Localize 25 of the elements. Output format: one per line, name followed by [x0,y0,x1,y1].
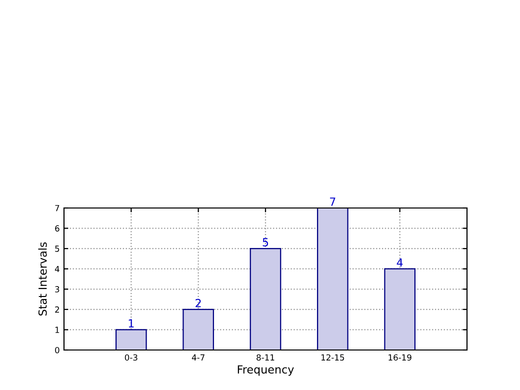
bar [317,208,348,350]
x-tick-label: 4-7 [192,354,204,360]
y-tick-label: 1 [55,326,60,333]
y-tick-label: 5 [55,246,60,252]
y-tick-label: 6 [55,225,60,232]
y-tick-label: 2 [55,306,59,313]
bar [384,268,416,350]
y-tick-label: 3 [55,286,60,292]
data-label: 7 [330,198,336,206]
data-label: 4 [396,258,403,267]
x-tick-label: 0-3 [124,354,138,361]
x-tick-label: 12-15 [321,354,344,361]
data-label: 2 [196,298,201,308]
x-axis-title: Frequency [238,365,294,376]
bar [250,248,282,350]
bar [116,329,147,350]
bar [182,308,214,350]
y-axis-title: Stat Intervals [38,242,47,316]
y-tick-label: 4 [54,266,60,272]
data-label: 5 [262,238,268,246]
data-label: 1 [128,319,134,328]
x-tick-label: 8-11 [256,354,274,361]
y-tick-label: 7 [55,205,60,212]
x-tick-label: 16-19 [388,354,412,361]
y-tick-label: 0 [55,346,60,354]
